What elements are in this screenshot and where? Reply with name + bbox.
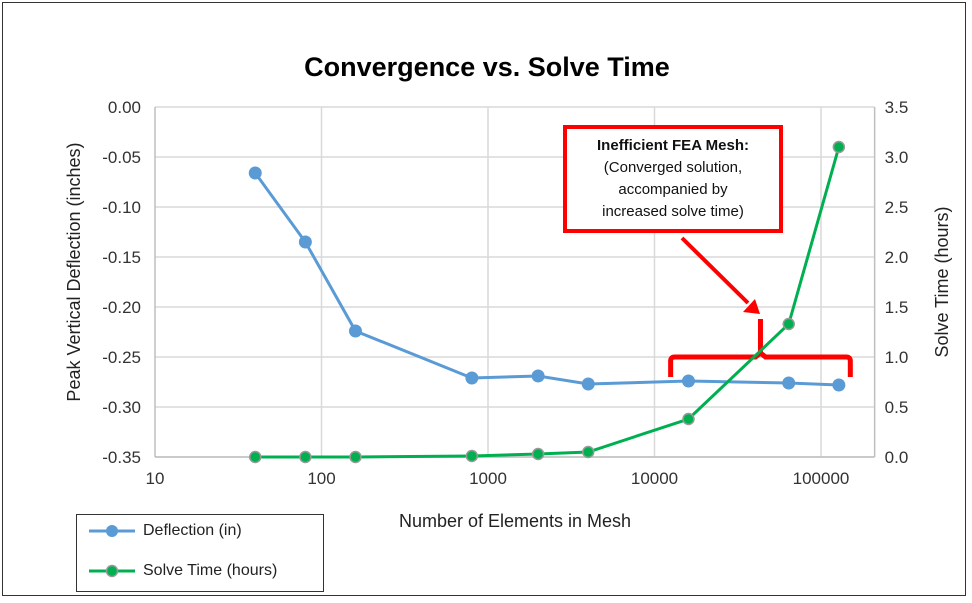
data-point-solve-time: [248, 450, 262, 464]
data-point-deflection: [248, 166, 262, 180]
data-point-solve-time: [349, 450, 362, 464]
data-point-solve-time: [782, 317, 795, 331]
legend: Deflection (in) Solve Time (hours): [76, 514, 324, 592]
y2-tick-label: 3.0: [885, 148, 909, 167]
data-point-solve-time: [682, 412, 695, 426]
annotation-arrow-shaft: [680, 236, 750, 305]
y-tick-label: -0.15: [102, 248, 141, 267]
y-axis-label: Peak Vertical Deflection (inches): [64, 142, 84, 401]
y2-tick-label: 2.5: [885, 198, 909, 217]
y2-tick-label: 1.0: [885, 348, 909, 367]
y-tick-label: -0.20: [102, 298, 141, 317]
data-point-solve-time: [531, 447, 545, 461]
legend-marker-blue-icon: [89, 525, 135, 537]
x-tick-label: 1000: [469, 469, 507, 488]
legend-label: Deflection (in): [143, 522, 242, 539]
y2-tick-label: 0.5: [885, 398, 909, 417]
data-point-deflection: [782, 376, 796, 390]
annotation-arrowhead-icon: [743, 299, 760, 314]
data-point-deflection: [531, 369, 545, 383]
data-point-deflection: [465, 371, 479, 385]
legend-label: Solve Time (hours): [143, 562, 278, 579]
data-point-solve-time: [581, 445, 595, 459]
data-point-solve-time: [299, 450, 312, 464]
y-tick-label: 0.00: [108, 98, 141, 117]
data-point-solve-time: [465, 449, 479, 463]
data-point-solve-time: [832, 140, 846, 154]
y2-tick-label: 2.0: [885, 248, 909, 267]
y2-tick-label: 3.5: [885, 98, 909, 117]
legend-item-deflection: Deflection (in): [87, 521, 242, 541]
data-point-deflection: [348, 324, 362, 338]
y2-tick-label: 1.5: [885, 298, 909, 317]
legend-marker-green-icon: [89, 564, 135, 578]
annotation-line: accompanied by: [618, 181, 728, 198]
legend-item-solve-time: Solve Time (hours): [87, 561, 277, 581]
chart-frame: [2, 2, 966, 596]
x-tick-label: 100: [307, 469, 335, 488]
chart-title: Convergence vs. Solve Time: [304, 52, 670, 82]
annotation-line: increased solve time): [602, 203, 744, 220]
x-tick-label: 10: [146, 469, 165, 488]
annotation-line: (Converged solution,: [603, 159, 743, 176]
y2-tick-label: 0.0: [885, 448, 909, 467]
y-tick-label: -0.10: [102, 198, 141, 217]
data-point-deflection: [681, 374, 695, 388]
y2-axis-label: Solve Time (hours): [932, 206, 952, 357]
x-tick-label: 10000: [631, 469, 678, 488]
data-point-deflection: [298, 235, 312, 249]
y-tick-label: -0.25: [102, 348, 141, 367]
y-tick-label: -0.30: [102, 398, 141, 417]
y-tick-label: -0.35: [102, 448, 141, 467]
annotation-bracket: [668, 319, 853, 377]
x-tick-label: 100000: [793, 469, 850, 488]
annotation-title: Inefficient FEA Mesh:: [597, 137, 749, 154]
y-tick-label: -0.05: [102, 148, 141, 167]
data-point-deflection: [581, 377, 595, 391]
data-point-deflection: [832, 378, 846, 392]
annotation-callout: Inefficient FEA Mesh: (Converged solutio…: [563, 125, 783, 233]
x-axis-label: Number of Elements in Mesh: [399, 511, 631, 531]
